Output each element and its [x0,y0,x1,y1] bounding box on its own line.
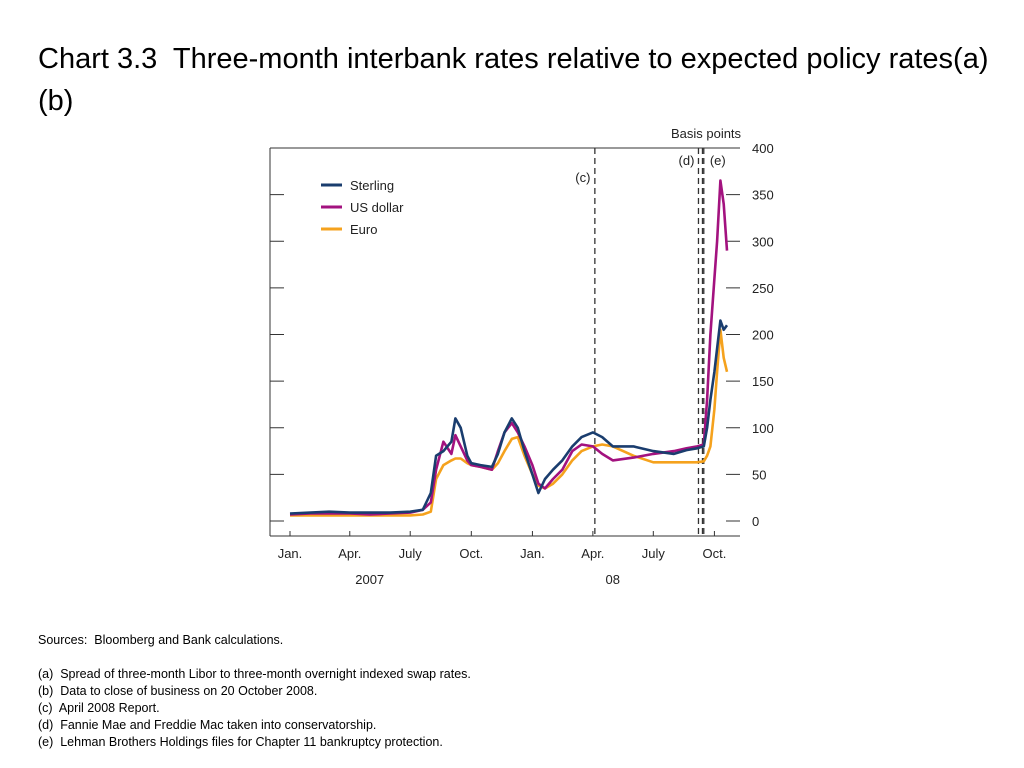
chart-title: Chart 3.3 Three-month interbank rates re… [38,43,989,117]
sources-note: Sources: Bloomberg and Bank calculations… [38,633,284,647]
footnote-e: (e) Lehman Brothers Holdings files for C… [38,735,443,749]
y-tick-label: 200 [752,328,774,343]
x-tick-label: Jan. [278,546,303,561]
y-tick-label: 150 [752,374,774,389]
legend-label: US dollar [350,200,404,215]
x-tick-label: Oct. [459,546,483,561]
y-tick-label: 0 [752,514,759,529]
y-tick-label: 250 [752,281,774,296]
legend-label: Sterling [350,178,394,193]
footnote-b: (b) Data to close of business on 20 Octo… [38,684,318,698]
chart-notes: Sources: Bloomberg and Bank calculations… [38,632,471,751]
x-tick-label: Apr. [581,546,604,561]
y-tick-label: 300 [752,234,774,249]
event-label: (e) [710,153,726,168]
event-label: (c) [575,170,590,185]
x-tick-label: Jan. [520,546,545,561]
y-tick-label: 50 [752,467,766,482]
x-year-label: 08 [606,572,620,587]
x-tick-label: Oct. [702,546,726,561]
y-axis-unit-label: Basis points [671,126,742,141]
footnote-a: (a) Spread of three-month Libor to three… [38,667,471,681]
series-line-us-dollar [289,179,729,516]
event-label: (d) [679,153,695,168]
footnote-c: (c) April 2008 Report. [38,701,160,715]
x-tick-label: July [642,546,666,561]
y-tick-label: 400 [752,141,774,156]
footnote-d: (d) Fannie Mae and Freddie Mac taken int… [38,718,377,732]
x-year-label: 2007 [355,572,384,587]
x-tick-label: Apr. [338,546,361,561]
y-tick-label: 100 [752,421,774,436]
series-line-sterling [289,319,729,515]
legend-label: Euro [350,222,377,237]
y-tick-label: 350 [752,188,774,203]
x-tick-label: July [399,546,423,561]
